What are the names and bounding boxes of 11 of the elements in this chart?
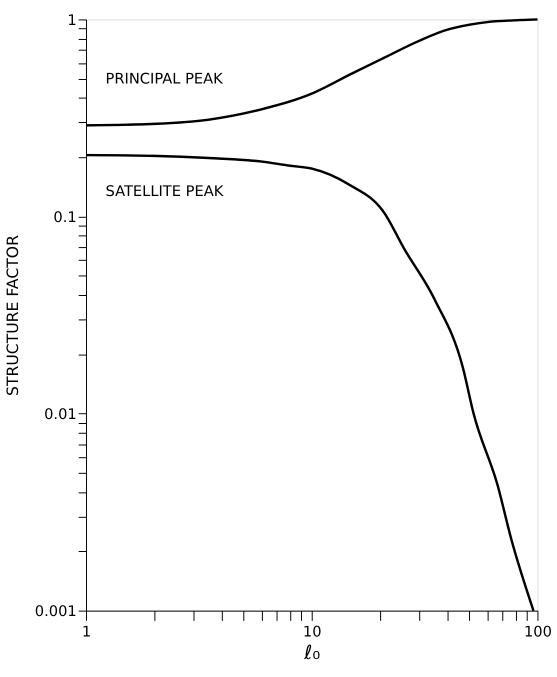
y-tick-label: 0.1: [53, 208, 77, 226]
text: PRINCIPAL PEAK: [106, 70, 224, 88]
y-axis-title: STRUCTURE FACTOR: [3, 234, 22, 396]
y-tick-label: 0.01: [44, 406, 77, 423]
series-label: SATELLITE PEAK: [106, 183, 224, 200]
x-tick-label: 100: [524, 624, 552, 641]
x-axis-title: ℓ₀: [303, 640, 320, 664]
x-tick-label: 1: [82, 624, 92, 641]
y-tick-label: 1: [67, 12, 77, 29]
y-tick-label: 0.001: [34, 603, 77, 620]
x-tick-label: 10: [302, 624, 322, 641]
